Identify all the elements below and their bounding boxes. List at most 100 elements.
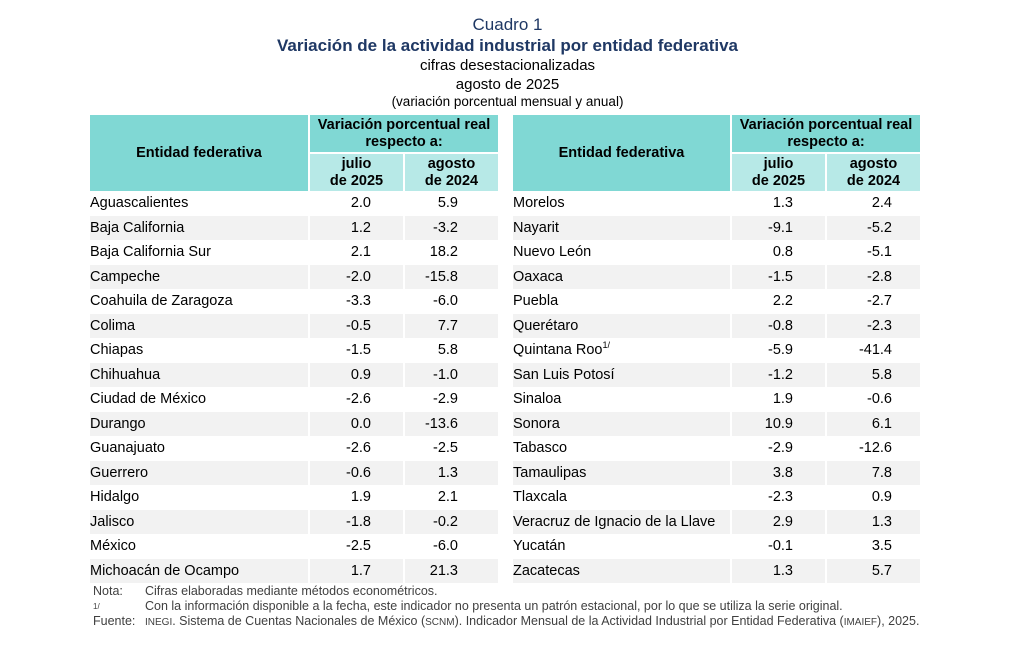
page-title: Variación de la actividad industrial por… — [276, 36, 739, 55]
entity-cell: Michoacán de Ocampo — [90, 558, 308, 583]
agosto-2024-cell: 7.7 — [403, 313, 498, 338]
entity-cell: Yucatán — [513, 538, 566, 554]
header-julio-2025: julio de 2025 — [730, 154, 825, 191]
table-row: Quintana Roo1/ -5.9 -41.4 — [513, 338, 920, 363]
julio-2025-cell: -2.5 — [308, 534, 403, 559]
agosto-2024-cell: -2.8 — [825, 264, 920, 289]
agosto-2024-cell: -13.6 — [403, 411, 498, 436]
entity-cell: Querétaro — [513, 313, 730, 338]
table-row: Veracruz de Ignacio de la Llave 2.9 1.3 — [513, 509, 920, 534]
table-caption: Cuadro 1 Variación de la actividad indus… — [0, 15, 1015, 110]
table-right: Entidad federativa Variación porcentual … — [513, 115, 920, 583]
agosto-2024-cell: -0.2 — [403, 509, 498, 534]
entity-cell: Quintana Roo1/ — [513, 340, 610, 358]
julio-2025-cell: -1.5 — [308, 338, 403, 363]
table-row: Tabasco -2.9 -12.6 — [513, 436, 920, 461]
header-entity: Entidad federativa — [90, 115, 308, 191]
agosto-2024-cell: -2.7 — [825, 289, 920, 314]
agosto-2024-cell: 6.1 — [825, 411, 920, 436]
julio-2025-cell: -0.1 — [730, 534, 825, 559]
subtitle: cifras desestacionalizadas — [419, 57, 596, 74]
table-row: Sinaloa 1.9 -0.6 — [513, 387, 920, 412]
julio-2025-cell: -2.6 — [308, 436, 403, 461]
footnote-label: 1/ — [93, 602, 100, 611]
entity-cell: Guerrero — [90, 460, 308, 485]
table-row: Baja California Sur 2.1 18.2 — [90, 240, 498, 265]
agosto-2024-cell: -3.2 — [403, 215, 498, 240]
agosto-2024-cell: 5.8 — [825, 362, 920, 387]
julio-2025-cell: 0.0 — [308, 411, 403, 436]
julio-2025-cell: 1.3 — [730, 191, 825, 216]
julio-2025-cell: -3.3 — [308, 289, 403, 314]
table-row: Tamaulipas 3.8 7.8 — [513, 460, 920, 485]
entity-cell: San Luis Potosí — [513, 362, 730, 387]
table-row: México -2.5 -6.0 — [90, 534, 498, 559]
julio-2025-cell: 1.2 — [308, 215, 403, 240]
entity-cell: Veracruz de Ignacio de la Llave — [513, 509, 730, 534]
julio-2025-cell: -1.8 — [308, 509, 403, 534]
nota-text: Cifras elaboradas mediante métodos econo… — [145, 584, 438, 598]
entity-cell: Zacatecas — [513, 558, 730, 583]
julio-2025-cell: -1.2 — [730, 362, 825, 387]
agosto-2024-cell: 21.3 — [403, 558, 498, 583]
table-left: Entidad federativa Variación porcentual … — [90, 115, 498, 583]
table-row: Guerrero -0.6 1.3 — [90, 460, 498, 485]
header-agosto-2024: agosto de 2024 — [825, 154, 920, 191]
julio-2025-cell: 2.0 — [308, 191, 403, 216]
agosto-2024-cell: 3.5 — [825, 534, 920, 559]
julio-2025-cell: 1.9 — [308, 485, 403, 510]
fuente-text: INEGI. Sistema de Cuentas Nacionales de … — [145, 614, 920, 628]
footnotes: Nota: Cifras elaboradas mediante métodos… — [93, 584, 921, 630]
entity-cell: Aguascalientes — [90, 195, 189, 211]
agosto-2024-cell: 18.2 — [403, 240, 498, 265]
header-agosto-2024: agosto de 2024 — [403, 154, 498, 191]
agosto-2024-cell: 1.3 — [403, 460, 498, 485]
footnote-marker: 1/ — [602, 340, 610, 351]
fuente-label: Fuente: — [93, 614, 136, 628]
header-variation: Variación porcentual real respecto a: — [308, 115, 498, 154]
table-row: Baja California 1.2 -3.2 — [90, 215, 498, 240]
table-row: Querétaro -0.8 -2.3 — [513, 313, 920, 338]
agosto-2024-cell: 5.9 — [403, 191, 498, 216]
julio-2025-cell: 1.3 — [730, 558, 825, 583]
agosto-2024-cell: -2.9 — [403, 387, 498, 412]
table-row: Colima -0.5 7.7 — [90, 313, 498, 338]
cuadro-label: Cuadro 1 — [472, 15, 543, 34]
julio-2025-cell: 1.9 — [730, 387, 825, 412]
entity-cell: Jalisco — [90, 509, 308, 534]
agosto-2024-cell: 5.8 — [403, 338, 498, 363]
julio-2025-cell: -5.9 — [730, 338, 825, 363]
note-fuente: Fuente: INEGI. Sistema de Cuentas Nacion… — [93, 614, 921, 630]
agosto-2024-cell: -6.0 — [403, 289, 498, 314]
agosto-2024-cell: 7.8 — [825, 460, 920, 485]
table-row: San Luis Potosí -1.2 5.8 — [513, 362, 920, 387]
julio-2025-cell: -2.6 — [308, 387, 403, 412]
julio-2025-cell: -1.5 — [730, 264, 825, 289]
table-row: Tlaxcala -2.3 0.9 — [513, 485, 920, 510]
table-row: Chihuahua 0.9 -1.0 — [90, 362, 498, 387]
entity-cell: Ciudad de México — [90, 391, 207, 407]
units-note: (variación porcentual mensual y anual) — [391, 94, 624, 109]
entity-cell: Hidalgo — [90, 489, 140, 505]
entity-cell: Coahuila de Zaragoza — [90, 293, 233, 309]
entity-cell: Puebla — [513, 293, 559, 309]
agosto-2024-cell: 2.1 — [403, 485, 498, 510]
julio-2025-cell: -9.1 — [730, 215, 825, 240]
entity-cell: Durango — [90, 411, 308, 436]
entity-cell: Baja California — [90, 215, 308, 240]
entity-cell: Chiapas — [90, 342, 144, 358]
period: agosto de 2025 — [455, 76, 560, 93]
agosto-2024-cell: -0.6 — [825, 387, 920, 412]
table-row: Oaxaca -1.5 -2.8 — [513, 264, 920, 289]
julio-2025-cell: -2.0 — [308, 264, 403, 289]
table-row: Morelos 1.3 2.4 — [513, 191, 920, 216]
julio-2025-cell: 2.1 — [308, 240, 403, 265]
agosto-2024-cell: -6.0 — [403, 534, 498, 559]
entity-cell: Colima — [90, 313, 308, 338]
table-row: Nayarit -9.1 -5.2 — [513, 215, 920, 240]
entity-cell: Baja California Sur — [90, 244, 211, 260]
julio-2025-cell: -0.5 — [308, 313, 403, 338]
header-entity: Entidad federativa — [513, 115, 730, 191]
header-variation: Variación porcentual real respecto a: — [730, 115, 920, 154]
note-nota: Nota: Cifras elaboradas mediante métodos… — [93, 584, 921, 599]
